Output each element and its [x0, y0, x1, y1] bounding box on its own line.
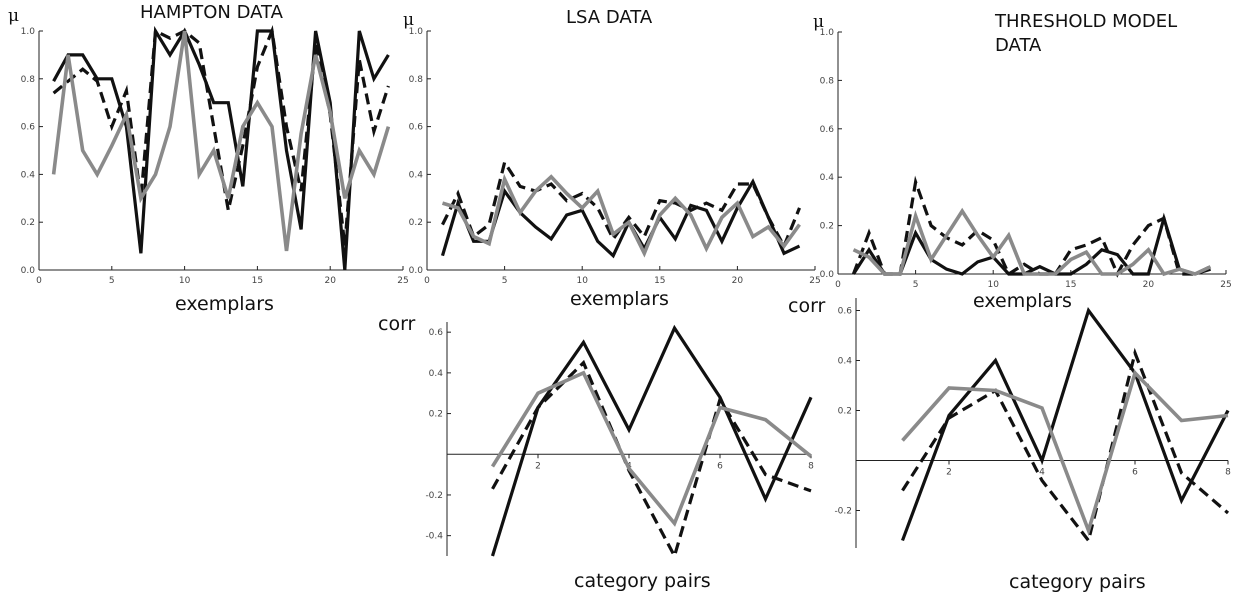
- lsa-corr-ytick-label: -0.2: [425, 491, 443, 501]
- threshold-ytick-label: 0.6: [820, 125, 835, 135]
- hampton-xlabel: exemplars: [175, 293, 274, 315]
- threshold-series-solid-gray: [852, 207, 1212, 277]
- threshold-corr-ytick-label: -0.2: [834, 507, 852, 517]
- threshold-xtick-label: 15: [1065, 280, 1076, 290]
- threshold-xtick-label: 10: [987, 280, 999, 290]
- threshold-corr-series-solid-black: [901, 307, 1230, 542]
- lsa-xtick-label: 10: [576, 276, 588, 286]
- lsa-xtick-label: 25: [809, 276, 820, 286]
- threshold-xtick-label: 25: [1220, 280, 1231, 290]
- hampton-ytick-label: 1.0: [21, 27, 36, 37]
- hampton-xtick-label: 0: [36, 276, 42, 286]
- lsa-corr-series-solid-gray: [490, 370, 813, 527]
- lsa-corr-ytick-label: 0.6: [429, 328, 444, 338]
- lsa-ytick-label: 1.0: [409, 27, 424, 37]
- threshold-ylabel: μ: [813, 12, 824, 32]
- threshold-ytick-label: 0.0: [820, 270, 835, 280]
- plots: 0.00.20.40.60.81.00 5 10 15 20 250.00.20.40.6…: [21, 25, 1232, 561]
- threshold-series-dashed-black: [852, 175, 1212, 278]
- threshold-chart: 0.0 0.2 0.4 0.6 0.8 1.0 0 5 10 15 20 25: [820, 28, 1232, 290]
- lsa-ytick-label: 0.2: [409, 218, 423, 228]
- lsa-ytick-label: 0.0: [409, 266, 424, 276]
- hampton-xtick-label: 20: [324, 276, 336, 286]
- lsa-corr-ytick-label: 0.4: [429, 369, 444, 379]
- threshold-title-line2: DATA: [995, 35, 1042, 56]
- threshold-corr-xtick-label: 8: [1225, 468, 1231, 478]
- hampton-ytick-label: 0.6: [21, 123, 36, 133]
- lsa-xtick-label: 20: [732, 276, 744, 286]
- hampton-ytick-label: 0.4: [21, 170, 36, 180]
- threshold-ytick-label: 0.4: [820, 173, 835, 183]
- lsa-title: LSA DATA: [566, 7, 653, 28]
- hampton-xtick-label: 10: [179, 276, 191, 286]
- threshold-corr-chart: -0.2 0.2 0.4 0.6 2 4 6 8: [834, 298, 1231, 548]
- lsa-xtick-label: 0: [424, 276, 430, 286]
- threshold-xtick-label: 5: [913, 280, 919, 290]
- lsa-corr-xtick-label: 2: [535, 461, 541, 471]
- lsa-corr-chart: -0.4-0.20.20.40.62 4 6 8: [425, 322, 814, 561]
- lsa-corr-series-solid-black: [490, 324, 813, 557]
- lsa-xtick-label: 5: [502, 276, 508, 286]
- threshold-corr-xtick-label: 4: [1039, 468, 1045, 478]
- lsa-corr-series-dashed-black: [491, 359, 812, 561]
- hampton-xtick-label: 5: [109, 276, 115, 286]
- lsa-series-solid-black: [440, 178, 801, 259]
- threshold-corr-series-dashed-black: [901, 347, 1230, 545]
- hampton-series-solid-gray: [51, 30, 391, 252]
- lsa-series-solid-gray: [441, 173, 801, 258]
- threshold-corr-xtick-label: 6: [1132, 468, 1138, 478]
- lsa-xlabel: exemplars: [570, 288, 669, 310]
- lsa-corr-xlabel: category pairs: [574, 570, 711, 592]
- corr-label-mid: corr: [788, 295, 826, 317]
- threshold-corr-ytick-label: 0.6: [838, 307, 853, 317]
- lsa-series-dashed-black: [441, 158, 801, 250]
- hampton-series-dashed-black: [52, 25, 390, 247]
- lsa-corr-xtick-label: 6: [717, 461, 723, 471]
- threshold-ytick-label: 0.8: [820, 76, 835, 86]
- hampton-chart: 0.0 0.2 0.4 0.6 0.8 1.0 0 5 10 15 20 25: [21, 25, 409, 286]
- hampton-ytick-label: 0.8: [21, 75, 36, 85]
- hampton-ytick-label: 0.0: [21, 266, 36, 276]
- hampton-title: HAMPTON DATA: [140, 2, 284, 23]
- threshold-xtick-label: 20: [1143, 280, 1155, 290]
- lsa-ylabel: μ: [403, 10, 414, 30]
- threshold-corr-series-solid-gray: [901, 369, 1229, 537]
- threshold-corr-ytick-label: 0.2: [838, 407, 852, 417]
- lsa-ytick-label: 0.6: [409, 123, 424, 133]
- threshold-ytick-label: 0.2: [820, 222, 834, 232]
- lsa-ytick-label: 0.4: [409, 170, 424, 180]
- threshold-xtick-label: 0: [835, 280, 841, 290]
- hampton-xtick-label: 25: [397, 276, 408, 286]
- hampton-ylabel: μ: [8, 6, 19, 26]
- threshold-xlabel: exemplars: [973, 290, 1072, 312]
- threshold-corr-ytick-label: 0.4: [838, 357, 853, 367]
- threshold-corr-xtick-label: 2: [946, 468, 952, 478]
- lsa-chart: 0.0 0.2 0.4 0.6 0.8 1.0 0 5 10 15 20 25: [409, 27, 821, 286]
- lsa-corr-xtick-label: 8: [808, 461, 814, 471]
- lsa-ytick-label: 0.8: [409, 75, 424, 85]
- corr-label-left: corr: [378, 313, 416, 335]
- lsa-corr-ytick-label: -0.4: [425, 532, 443, 542]
- threshold-corr-xlabel: category pairs: [1009, 571, 1146, 593]
- lsa-xtick-label: 15: [654, 276, 665, 286]
- hampton-ytick-label: 0.2: [21, 218, 35, 228]
- threshold-ytick-label: 1.0: [820, 28, 835, 38]
- threshold-title-line1: THRESHOLD MODEL: [994, 11, 1177, 32]
- lsa-corr-ytick-label: 0.2: [429, 410, 443, 420]
- hampton-xtick-label: 15: [252, 276, 263, 286]
